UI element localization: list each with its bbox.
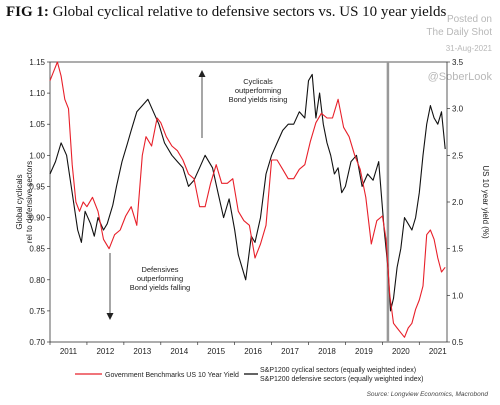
legend-ratio-label-1: S&P1200 cyclical sectors (equally weight… [260, 367, 416, 374]
x-tick-label: 2013 [133, 347, 151, 356]
figure-number: FIG 1: [6, 4, 49, 20]
left-tick-label: 0.70 [29, 338, 45, 347]
right-tick-label: 2.0 [452, 198, 464, 207]
left-tick-label: 0.75 [29, 307, 45, 316]
left-axis-title-line: Global cyclicals [15, 174, 24, 229]
left-tick-label: 1.15 [29, 58, 45, 67]
right-tick-label: 2.5 [452, 151, 464, 160]
x-tick-label: 2016 [244, 347, 262, 356]
x-tick-label: 2011 [60, 347, 78, 356]
watermark-date: 31-Aug-2021 [445, 44, 492, 53]
right-tick-label: 3.5 [452, 58, 464, 67]
left-tick-label: 1.05 [29, 120, 45, 129]
annotation-defensives-outperforming: Defensives outperforming Bond yields falli… [130, 265, 190, 292]
chart-title-text: Global cyclical relative to defensive se… [52, 4, 447, 20]
right-tick-label: 1.5 [452, 245, 464, 254]
down-arrow-icon [106, 313, 114, 320]
left-tick-label: 1.00 [29, 151, 45, 160]
annotation-defensives-outperforming-line: Bond yields falling [130, 283, 190, 292]
watermark-posted-on: Posted on [446, 14, 492, 25]
annotation-cyclicals-outperforming-line: Bond yields rising [229, 95, 288, 104]
watermark-source-name: The Daily Shot [426, 27, 492, 38]
right-tick-label: 3.0 [452, 105, 464, 114]
right-tick-label: 1.0 [452, 291, 464, 300]
legend-ratio-label-2: S&P1200 defensive sectors (equally weigh… [260, 376, 423, 383]
x-tick-label: 2012 [96, 347, 114, 356]
left-axis-title: Global cyclicalsrel to defensive sectors [15, 161, 34, 243]
up-arrow-icon [198, 70, 206, 77]
annotation-cyclicals-outperforming-line: Cyclicals [243, 77, 273, 86]
left-tick-label: 1.10 [29, 89, 45, 98]
x-tick-label: 2015 [207, 347, 225, 356]
left-axis-title-line: rel to defensive sectors [25, 161, 34, 243]
annotation-defensives-outperforming-line: outperforming [137, 274, 183, 283]
legend-yield-label: Government Benchmarks US 10 Year Yield [105, 372, 239, 379]
us-10y-yield-line [49, 61, 446, 338]
x-tick-label: 2019 [355, 347, 373, 356]
right-axis-title: US 10 year yield (%) [481, 165, 490, 239]
annotation-defensives-outperforming-line: Defensives [141, 265, 178, 274]
cyclical-defensive-ratio-line [49, 73, 446, 312]
x-tick-label: 2018 [318, 347, 336, 356]
x-tick-label: 2021 [429, 347, 447, 356]
chart-title: FIG 1: Global cyclical relative to defen… [6, 4, 446, 21]
source-note: Source: Longview Economics, Macrobond [366, 391, 488, 398]
left-tick-label: 0.80 [29, 276, 45, 285]
left-tick-label: 0.85 [29, 245, 45, 254]
annotation-cyclicals-outperforming-line: outperforming [235, 86, 281, 95]
annotation-cyclicals-outperforming: Cyclicals outperforming Bond yields rising [229, 77, 288, 104]
x-tick-label: 2014 [170, 347, 188, 356]
watermark-handle: @SoberLook [427, 71, 492, 83]
left-tick-label: 0.90 [29, 214, 45, 223]
x-tick-label: 2017 [281, 347, 299, 356]
left-tick-label: 0.95 [29, 182, 45, 191]
right-tick-label: 0.5 [452, 338, 464, 347]
x-tick-label: 2020 [392, 347, 410, 356]
